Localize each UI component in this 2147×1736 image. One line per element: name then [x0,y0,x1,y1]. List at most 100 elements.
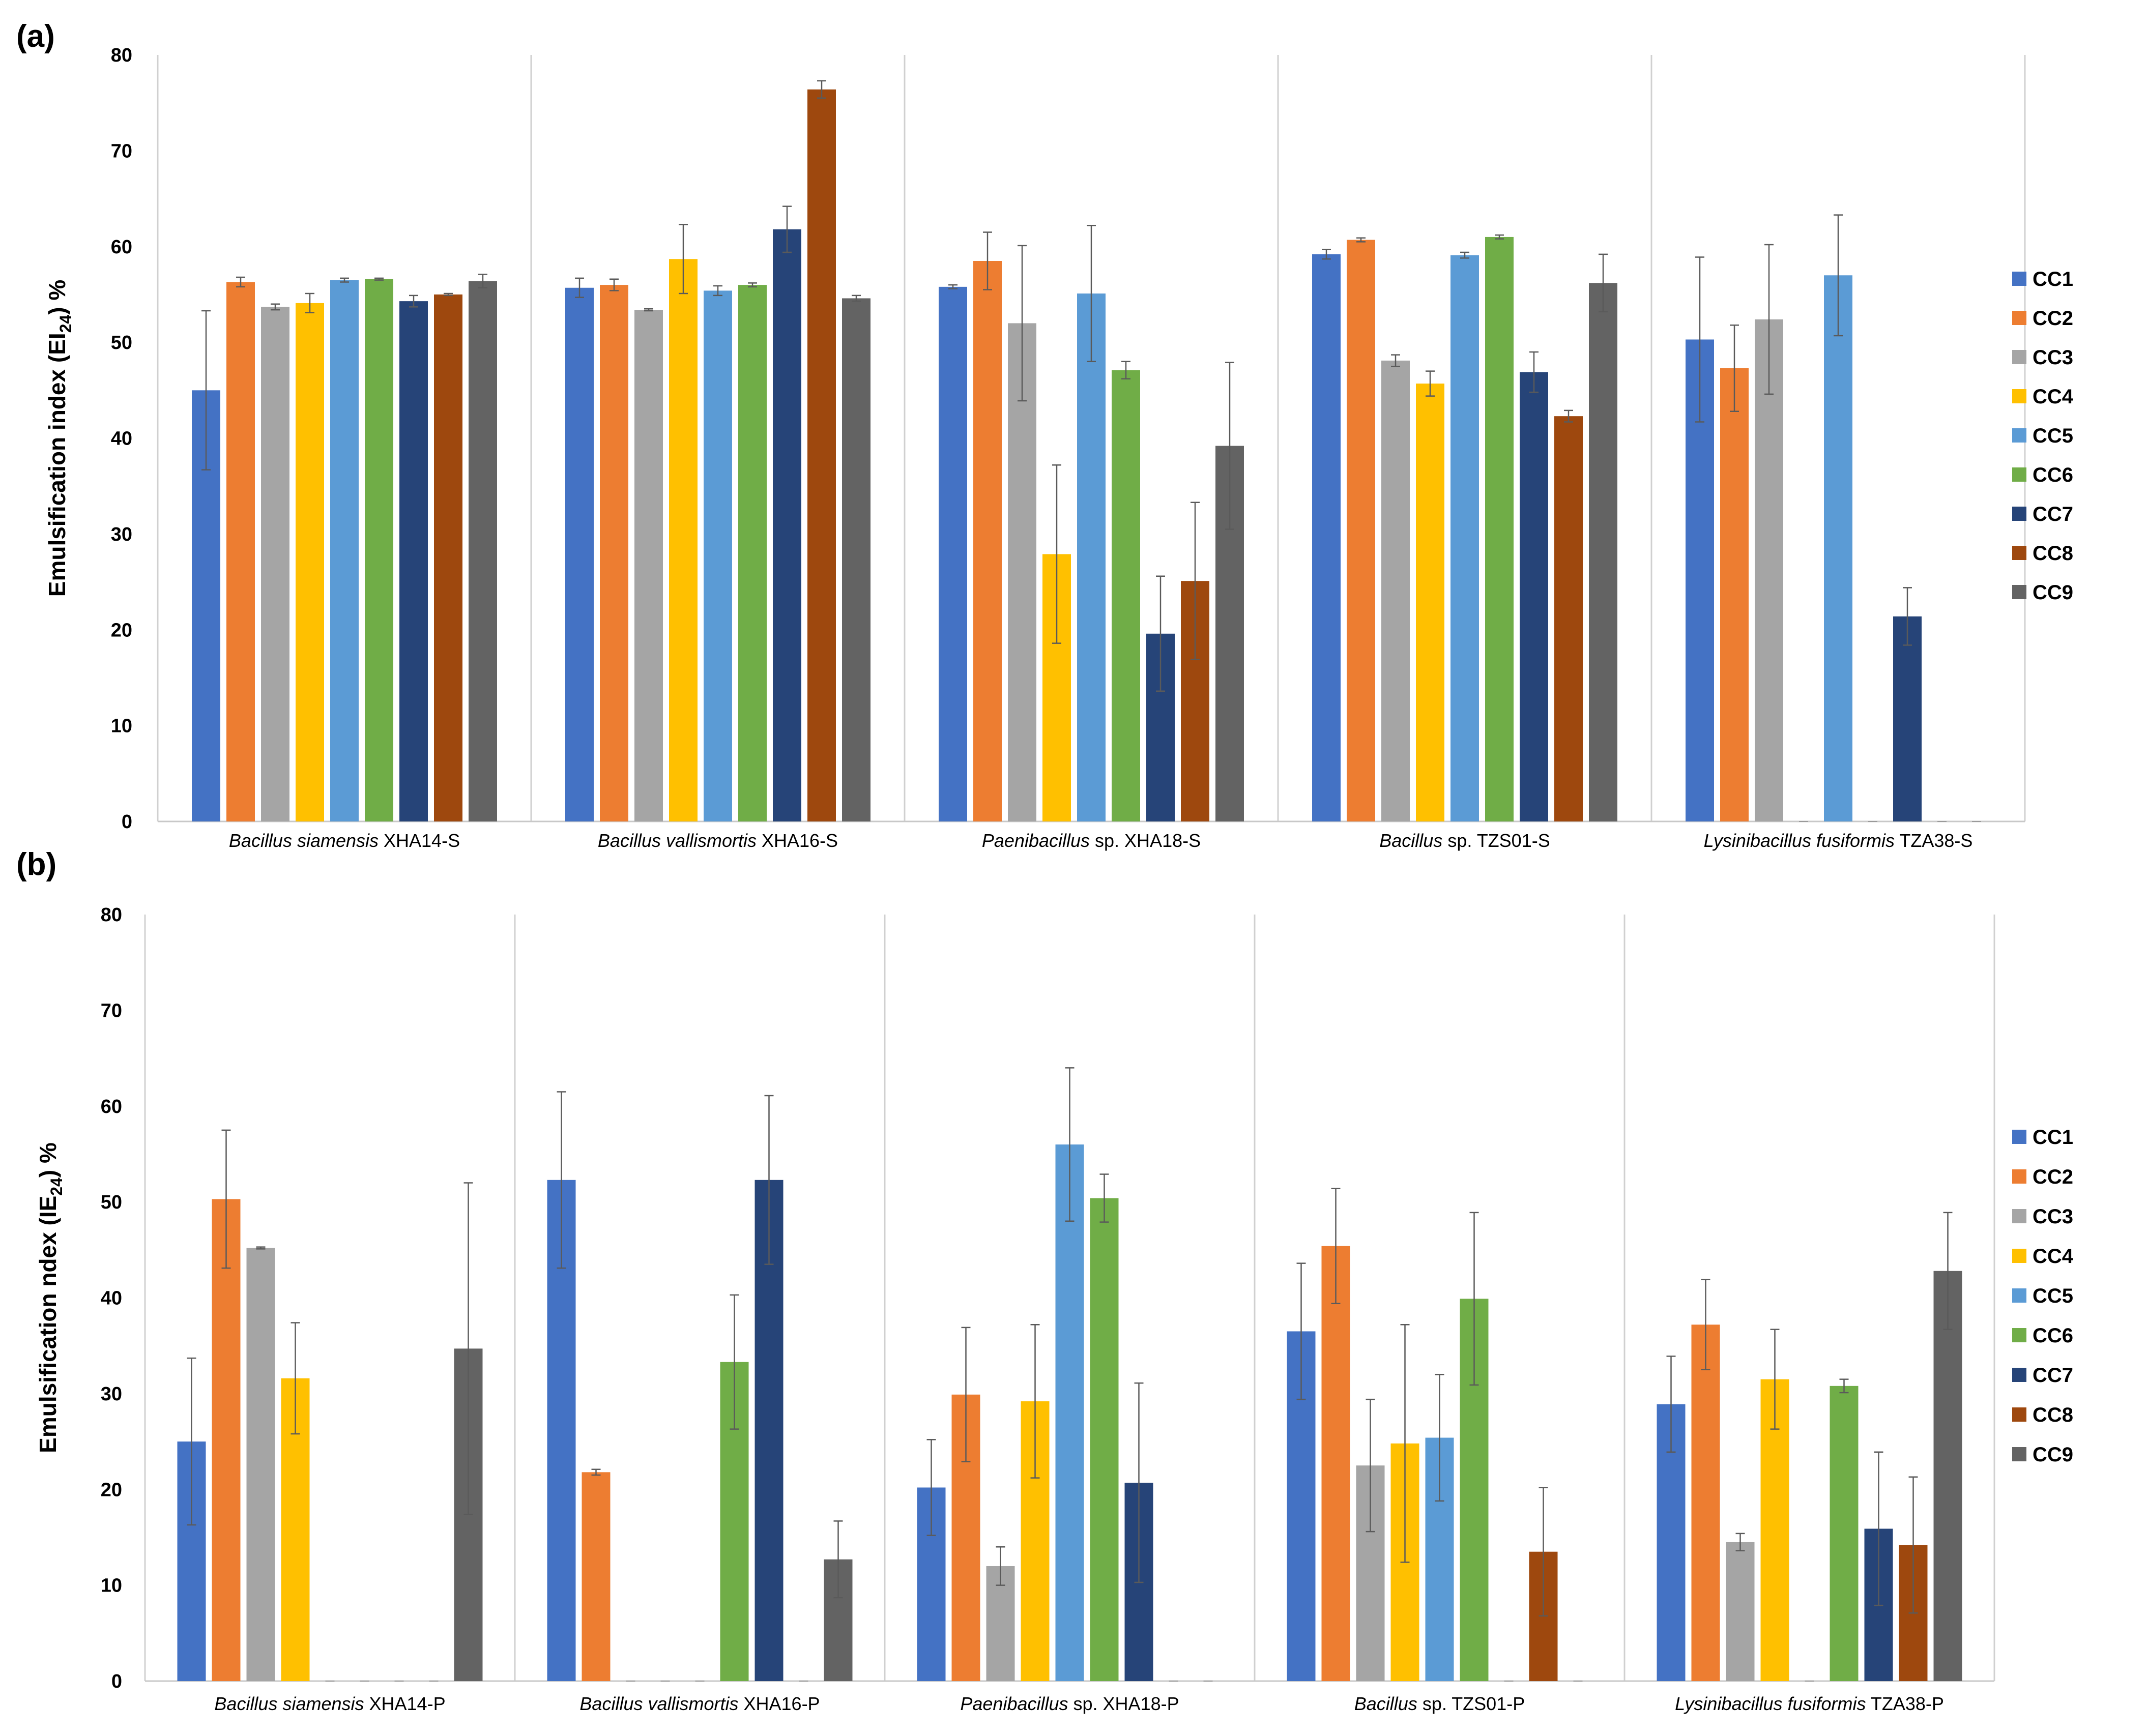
error-bar [236,276,245,288]
bar-cc8-cat1 [434,294,462,821]
x-category-label: Bacillus vallismortis XHA16-P [579,1693,820,1714]
error-bar [1764,244,1774,395]
legend-swatch [2012,546,2026,560]
error-bar [1426,370,1435,397]
bar-cc9-cat5 [1933,1271,1962,1681]
error-bar [305,292,314,313]
bar-cc4-cat4 [1416,384,1444,821]
error-bar [374,277,384,281]
legend-label: CC6 [2033,1325,2073,1347]
bar-cc3-cat1 [246,1248,275,1681]
error-bar [1156,575,1165,692]
legend-label: CC5 [2033,425,2073,447]
error-bar [1770,1329,1780,1430]
y-tick-label: 10 [111,716,132,737]
legend-item-cc2: CC2 [2012,307,2073,330]
y-tick-label: 60 [111,237,132,258]
bar-cc3-cat1 [261,307,289,821]
error-bar [1735,1533,1745,1552]
error-bar [557,1091,566,1269]
error-bar [478,274,487,289]
y-tick-label: 70 [101,1000,122,1021]
legend-label: CC9 [2033,581,2073,604]
legend-label: CC5 [2033,1285,2073,1307]
legend-item-cc8: CC8 [2012,1404,2073,1426]
bar-cc1-cat4 [1312,254,1341,821]
legend-item-cc6: CC6 [2012,1325,2073,1347]
error-bar [748,282,757,288]
error-bar [1191,502,1200,660]
error-bar [764,1095,774,1265]
bar-cc5-cat1 [330,280,359,821]
legend-swatch [2012,389,2026,403]
legend-label: CC4 [2033,1245,2074,1268]
legend-label: CC9 [2033,1444,2073,1466]
error-bar [926,1439,936,1536]
legend-swatch [2012,311,2026,325]
bar-cc1-cat2 [565,287,594,821]
error-bar [1943,1212,1953,1330]
bar-cc2-cat4 [1347,240,1375,822]
bar-cc6-cat3 [1090,1198,1119,1681]
bar-cc3-cat2 [634,310,663,821]
x-category-label: Bacillus sp. TZS01-S [1379,830,1550,851]
error-bar [591,1468,601,1476]
legend-item-cc5: CC5 [2012,1285,2073,1307]
error-bar [340,277,349,283]
legend-label: CC2 [2033,307,2073,330]
error-bar [444,292,453,297]
legend-item-cc1: CC1 [2012,268,2073,290]
error-bar [1666,1356,1676,1453]
legend-swatch [2012,467,2026,482]
bar-cc1-cat3 [939,286,967,822]
error-bar [1908,1476,1918,1614]
legend-item-cc4: CC4 [2012,386,2074,408]
y-tick-label: 60 [101,1096,122,1117]
error-bar [1366,1398,1375,1533]
error-bar [1030,1323,1040,1479]
legend-label: CC7 [2033,1364,2073,1387]
bar-cc3-cat5 [1726,1542,1755,1681]
error-bar [983,231,992,290]
legend: CC1 CC2 CC3 CC4 CC5 CC6 CC7 CC8 CC9 [2012,268,2074,604]
y-tick-label: 50 [101,1192,122,1213]
legend-label: CC6 [2033,464,2073,486]
legend-item-cc1: CC1 [2012,1126,2073,1149]
bar-cc9-cat2 [842,298,871,822]
legend-swatch [2012,350,2026,364]
error-bar [463,1182,473,1515]
bar-cc9-cat4 [1589,283,1617,821]
legend-label: CC1 [2033,268,2073,290]
bar-cc7-cat1 [399,301,428,821]
bar-cc7-cat2 [773,229,801,821]
y-tick-label: 70 [111,140,132,162]
bar-cc4-cat2 [669,259,698,821]
bar-cc9-cat1 [469,281,497,822]
error-bar [1065,1067,1075,1222]
y-tick-label: 50 [111,332,132,354]
legend-swatch [2012,428,2026,443]
legend-label: CC7 [2033,503,2073,525]
legend-item-cc5: CC5 [2012,425,2073,447]
error-bar [291,1322,300,1435]
legend-swatch [2012,1368,2026,1382]
x-category-label: Bacillus siamensis XHA14-S [229,830,460,851]
bar-cc7-cat4 [1520,372,1548,821]
legend-swatch [2012,1288,2026,1303]
legend-label: CC8 [2033,1404,2073,1426]
bar-cc4-cat1 [296,303,324,821]
bar-cc6-cat2 [738,285,767,821]
error-bar [817,80,826,99]
error-bar [1391,354,1400,367]
y-tick-label: 80 [111,45,132,66]
legend-swatch [2012,507,2026,521]
bar-cc3-cat3 [1008,323,1036,821]
legend-label: CC2 [2033,1166,2073,1188]
error-bar [852,295,861,302]
x-category-label: Bacillus vallismortis XHA16-S [598,830,838,851]
error-bar [1018,245,1027,402]
error-bar [1322,249,1331,260]
panel-label: (a) [16,19,55,54]
error-bar [1469,1212,1479,1386]
bar-cc3-cat5 [1755,319,1783,821]
